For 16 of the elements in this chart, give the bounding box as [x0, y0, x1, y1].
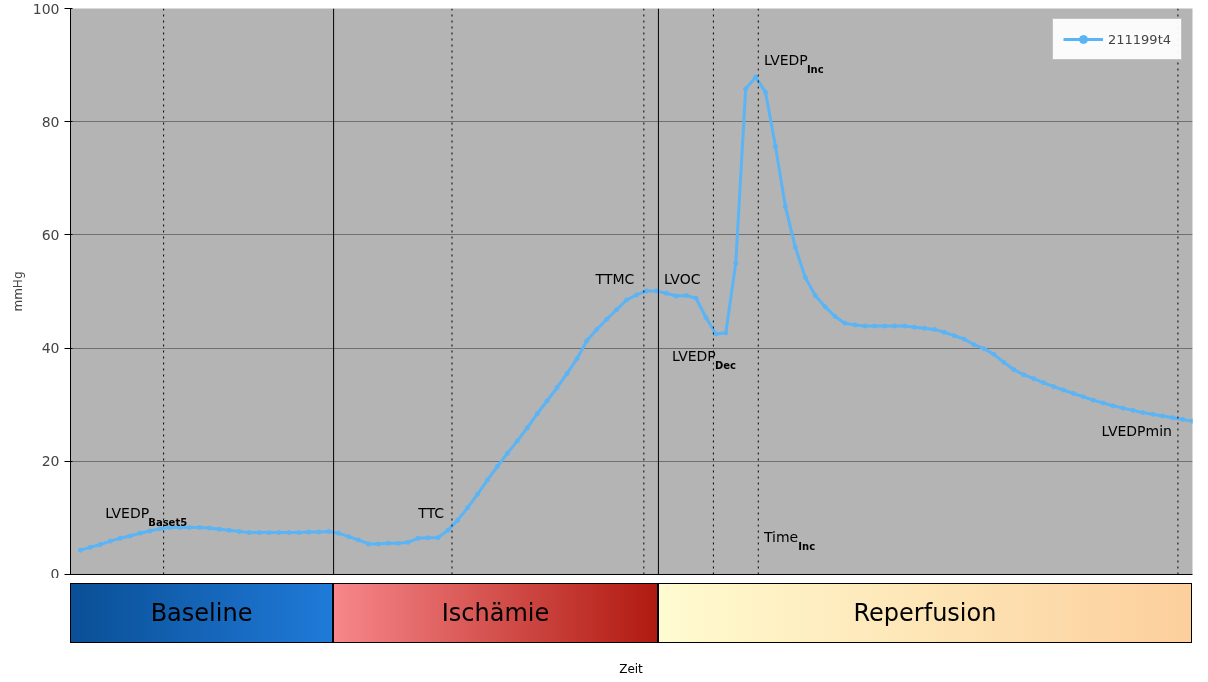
- annotation: TTC: [417, 505, 445, 522]
- y-tick-label: 80: [41, 113, 60, 130]
- y-tick-label: 20: [41, 453, 60, 470]
- text: Baseline: [70, 583, 334, 643]
- y-tick-label: 0: [50, 565, 60, 582]
- y-axis-title: mmHg: [10, 271, 25, 312]
- legend-label: 211199t4: [1108, 31, 1171, 47]
- annotation: LVOC: [664, 270, 701, 287]
- text: Zeit: [618, 661, 644, 678]
- y-tick-label: 40: [41, 340, 60, 357]
- text: Reperfusion: [657, 583, 1192, 643]
- y-tick-label: 60: [41, 226, 60, 243]
- annotation: LVEDPmin: [1101, 423, 1172, 440]
- annotation: TTMC: [594, 270, 635, 287]
- y-tick-label: 100: [32, 0, 60, 17]
- text: Ischämie: [333, 583, 658, 643]
